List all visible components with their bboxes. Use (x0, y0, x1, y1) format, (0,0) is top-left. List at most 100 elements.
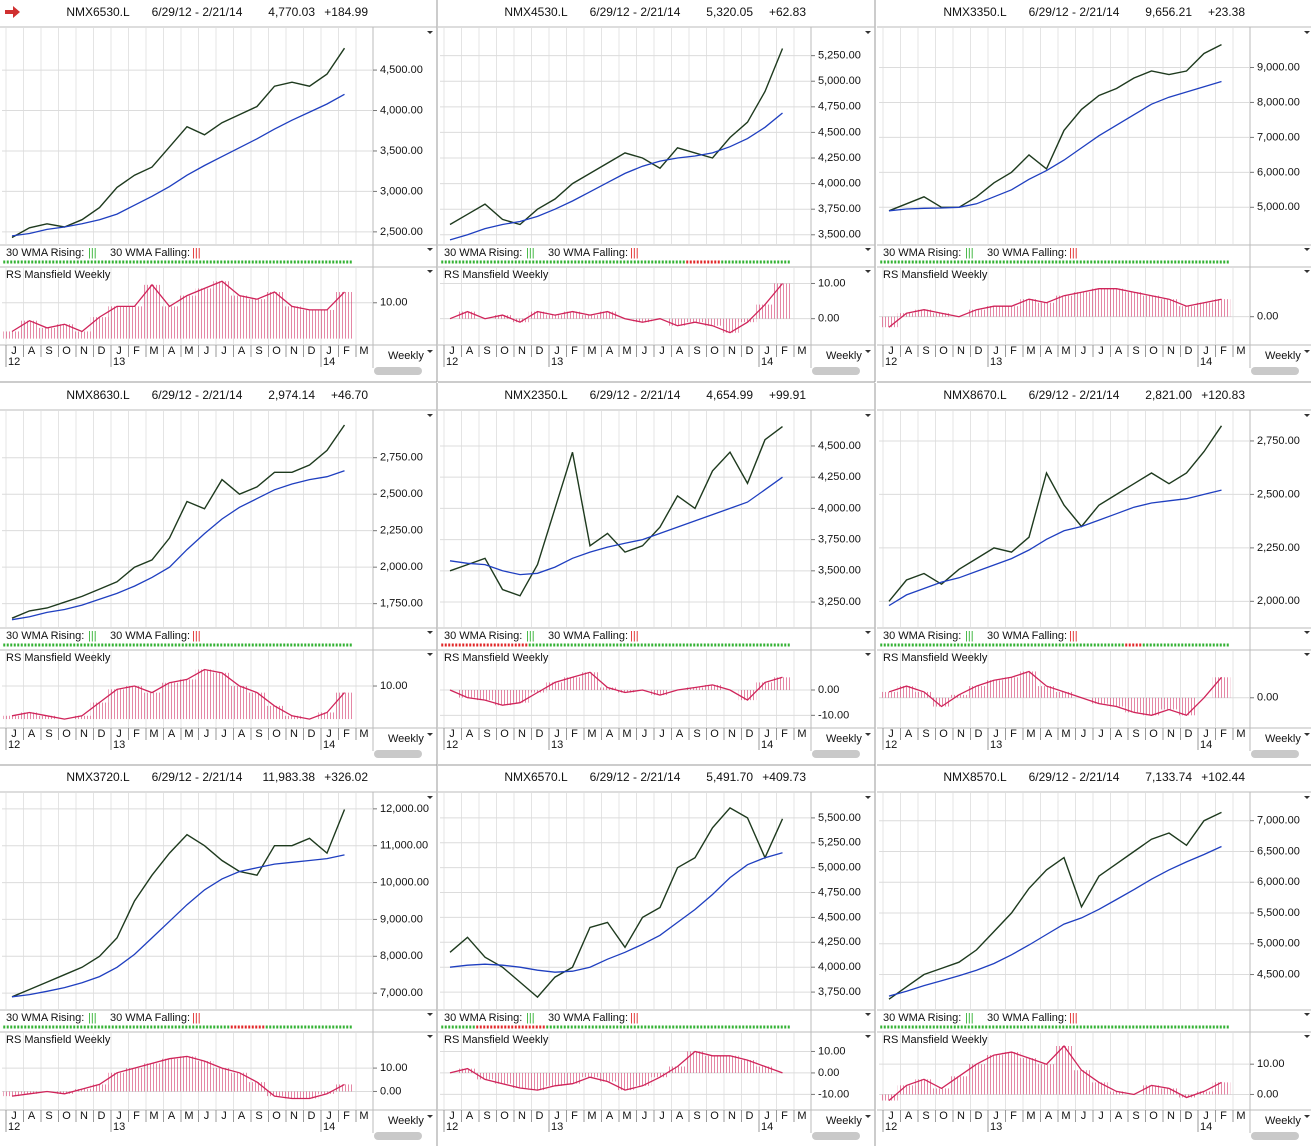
falling-symbol: ||| (192, 247, 201, 259)
price-change: +46.70 (331, 388, 368, 402)
rs-bar (967, 686, 986, 698)
menu-arrow[interactable] (427, 1035, 433, 1038)
menu-arrow[interactable] (1304, 414, 1310, 417)
scrollbar[interactable] (812, 1132, 860, 1140)
month-label: F (1010, 728, 1017, 740)
menu-arrow[interactable] (865, 248, 871, 251)
price-line (449, 807, 784, 999)
month-label: J (1081, 1110, 1087, 1122)
rs-bar (125, 1068, 144, 1092)
rs-bar (511, 318, 529, 323)
month-label: J (221, 728, 227, 740)
nav-arrow[interactable] (5, 6, 20, 18)
menu-arrow[interactable] (1304, 631, 1310, 634)
menu-arrow[interactable] (1304, 1115, 1310, 1118)
menu-arrow[interactable] (865, 414, 871, 417)
menu-arrow[interactable] (1304, 270, 1310, 273)
price-line (449, 48, 784, 226)
rs-bar (108, 689, 126, 720)
rs-line (888, 670, 1222, 717)
month-label: A (238, 728, 246, 740)
month-label: F (1010, 1110, 1017, 1122)
rs-bar (738, 318, 757, 323)
date-range: 6/29/12 - 2/21/14 (1029, 388, 1120, 402)
rs-bar (546, 1072, 564, 1086)
menu-arrow[interactable] (1304, 350, 1310, 353)
menu-arrow[interactable] (865, 270, 871, 273)
month-label: J (221, 345, 227, 357)
scrollbar[interactable] (1251, 1132, 1299, 1140)
rs-bar (633, 1072, 652, 1086)
rs-bar (1002, 1052, 1021, 1095)
rs-bar (633, 318, 652, 323)
price-change: +62.83 (769, 5, 806, 19)
month-label: J (888, 728, 894, 740)
rs-bar (213, 1068, 231, 1092)
rs-bar (178, 1056, 196, 1092)
last-price: 5,491.70 (706, 770, 753, 784)
rs-bar (563, 311, 582, 319)
menu-arrow[interactable] (865, 1115, 871, 1118)
menu-arrow[interactable] (427, 796, 433, 799)
rs-bar (1055, 295, 1073, 317)
y-tick-label: 3,500.00 (818, 229, 861, 241)
year-label: 13 (990, 739, 1002, 751)
rs-bar (160, 1058, 179, 1092)
month-label: N (80, 1110, 88, 1122)
scrollbar[interactable] (1251, 750, 1299, 758)
y-tick-label: 4,000.00 (818, 502, 861, 514)
month-label: S (693, 345, 700, 357)
y-tick-label: 6,500.00 (1257, 845, 1300, 857)
rs-bar (230, 686, 249, 720)
rs-bar (1212, 677, 1231, 698)
menu-arrow[interactable] (865, 31, 871, 34)
month-label: D (746, 728, 754, 740)
rs-tick-label: 10.00 (1257, 1058, 1285, 1070)
menu-arrow[interactable] (427, 733, 433, 736)
month-label: M (622, 1110, 631, 1122)
price-change: +23.38 (1208, 5, 1245, 19)
rs-bar (458, 690, 477, 698)
menu-arrow[interactable] (427, 270, 433, 273)
menu-arrow[interactable] (427, 631, 433, 634)
y-tick-label: 4,500.00 (818, 440, 861, 452)
menu-arrow[interactable] (865, 796, 871, 799)
menu-arrow[interactable] (865, 350, 871, 353)
scrollbar[interactable] (812, 367, 860, 375)
scrollbar[interactable] (374, 750, 422, 758)
moving-average-line (888, 80, 1222, 212)
scrollbar[interactable] (374, 1132, 422, 1140)
scrollbar[interactable] (374, 367, 422, 375)
month-label: A (238, 345, 246, 357)
menu-arrow[interactable] (865, 1013, 871, 1016)
menu-arrow[interactable] (427, 248, 433, 251)
menu-arrow[interactable] (427, 1115, 433, 1118)
price-change: +409.73 (762, 770, 806, 784)
month-label: S (483, 345, 490, 357)
month-label: A (466, 345, 474, 357)
rs-bar (160, 682, 179, 720)
y-tick-label: 12,000.00 (380, 803, 429, 815)
menu-arrow[interactable] (427, 653, 433, 656)
menu-arrow[interactable] (1304, 1013, 1310, 1016)
scrollbar[interactable] (1251, 367, 1299, 375)
menu-arrow[interactable] (427, 31, 433, 34)
menu-arrow[interactable] (865, 1035, 871, 1038)
month-label: J (449, 1110, 455, 1122)
menu-arrow[interactable] (865, 733, 871, 736)
menu-arrow[interactable] (1304, 796, 1310, 799)
menu-arrow[interactable] (1304, 248, 1310, 251)
menu-arrow[interactable] (427, 414, 433, 417)
menu-arrow[interactable] (1304, 31, 1310, 34)
menu-arrow[interactable] (427, 350, 433, 353)
rs-bar (1107, 697, 1126, 707)
rising-symbol: ||| (88, 247, 97, 259)
menu-arrow[interactable] (865, 653, 871, 656)
rs-bar (932, 313, 951, 317)
menu-arrow[interactable] (1304, 653, 1310, 656)
menu-arrow[interactable] (865, 631, 871, 634)
menu-arrow[interactable] (1304, 733, 1310, 736)
menu-arrow[interactable] (427, 1013, 433, 1016)
menu-arrow[interactable] (1304, 1035, 1310, 1038)
scrollbar[interactable] (812, 750, 860, 758)
